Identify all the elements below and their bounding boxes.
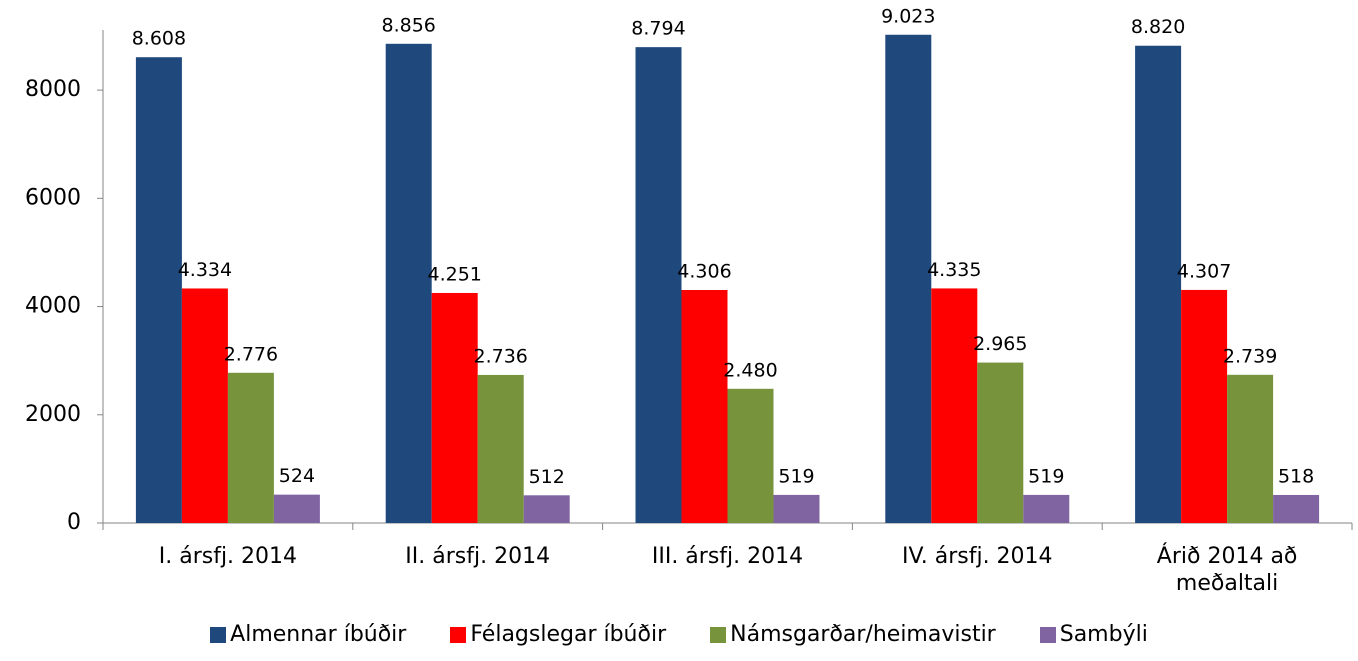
value-label: 8.820 — [1131, 16, 1185, 38]
value-label: 524 — [279, 465, 315, 487]
legend-item: Sambýli — [1039, 622, 1148, 647]
bar — [1227, 374, 1274, 523]
legend-swatch — [1039, 626, 1056, 643]
legend-label: Námsgarðar/heimavistir — [730, 622, 996, 647]
bar — [477, 374, 524, 523]
x-tick-label: I. ársfj. 2014 — [158, 544, 298, 569]
bar — [523, 495, 570, 523]
value-label: 519 — [1028, 465, 1064, 487]
value-label: 2.739 — [1223, 345, 1277, 367]
bar — [135, 57, 182, 524]
bar — [385, 43, 432, 524]
x-tick-label: Árið 2014 að meðaltali — [1156, 544, 1298, 596]
bar — [1273, 494, 1320, 523]
bar — [727, 388, 774, 523]
value-label: 2.776 — [224, 343, 278, 365]
bar — [1181, 289, 1228, 523]
value-label: 518 — [1278, 465, 1314, 487]
value-label: 2.965 — [973, 333, 1027, 355]
bar — [773, 494, 820, 523]
bar — [1023, 494, 1070, 523]
legend-item: Félagslegar íbúðir — [450, 622, 666, 647]
value-label: 8.856 — [381, 14, 435, 36]
legend: Almennar íbúðir Félagslegar íbúðir Námsgar… — [0, 622, 1358, 647]
value-label: 4.307 — [1177, 260, 1231, 282]
bar — [885, 34, 932, 524]
legend-item: Námsgarðar/heimavistir — [710, 622, 996, 647]
legend-item: Almennar íbúðir — [210, 622, 406, 647]
value-label: 8.794 — [631, 18, 685, 40]
bar — [681, 289, 728, 523]
legend-label: Sambýli — [1059, 622, 1148, 647]
bar — [181, 288, 228, 523]
value-label: 9.023 — [881, 5, 935, 27]
bar — [273, 494, 320, 523]
value-label: 519 — [778, 465, 814, 487]
value-label: 512 — [529, 466, 565, 488]
bar — [635, 47, 682, 524]
value-label: 2.480 — [723, 359, 777, 381]
y-tick-label: 6000 — [25, 185, 81, 210]
x-tick-label: II. ársfj. 2014 — [405, 544, 551, 569]
bar — [227, 372, 274, 523]
y-tick-label: 2000 — [25, 402, 81, 427]
y-tick-label: 8000 — [25, 77, 81, 102]
value-label: 2.736 — [473, 345, 527, 367]
y-tick-label: 0 — [67, 510, 81, 535]
bar — [431, 292, 478, 523]
legend-label: Félagslegar íbúðir — [470, 622, 667, 647]
x-tick-label: III. ársfj. 2014 — [651, 544, 804, 569]
legend-swatch — [450, 626, 467, 643]
value-label: 8.608 — [132, 28, 186, 50]
bar — [977, 362, 1024, 523]
legend-swatch — [710, 626, 727, 643]
legend-swatch — [210, 626, 227, 643]
value-label: 4.335 — [927, 259, 981, 281]
y-tick-label: 4000 — [25, 294, 81, 319]
value-label: 4.334 — [178, 259, 232, 281]
value-label: 4.306 — [677, 260, 731, 282]
bar — [931, 288, 978, 523]
x-tick-label: IV. ársfj. 2014 — [902, 544, 1053, 569]
legend-label: Almennar íbúðir — [230, 622, 407, 647]
bar — [1135, 45, 1182, 524]
value-label: 4.251 — [427, 263, 481, 285]
